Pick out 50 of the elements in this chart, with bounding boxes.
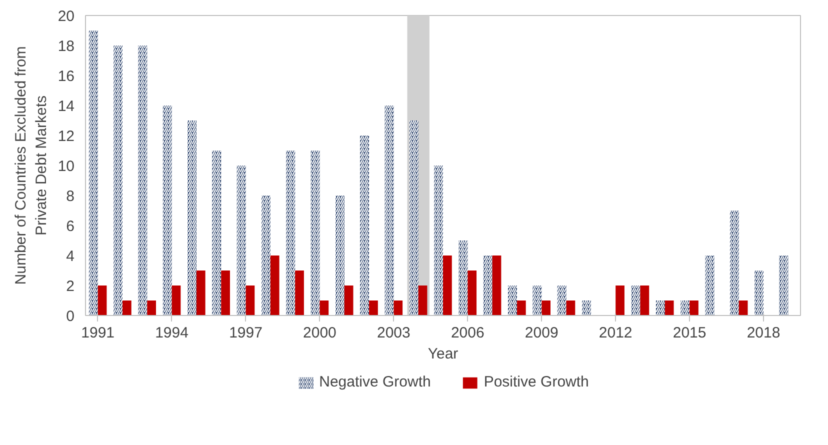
legend-label: Negative Growth xyxy=(319,374,431,390)
bar xyxy=(320,300,329,316)
y-tick-label: 12 xyxy=(58,128,75,145)
bar xyxy=(664,300,674,316)
y-tick-label: 18 xyxy=(58,38,75,55)
bar xyxy=(542,300,550,316)
x-tick-label: 2006 xyxy=(450,324,484,342)
y-axis-title: Number of Countries Excluded from Private Debt Markets xyxy=(12,46,50,285)
bar xyxy=(394,300,403,316)
y-tick-label: 16 xyxy=(58,68,75,85)
bar xyxy=(616,286,624,316)
bar xyxy=(270,256,280,316)
bar xyxy=(369,300,378,316)
x-tick-label: 2012 xyxy=(598,324,632,342)
y-tick-label: 6 xyxy=(66,218,74,235)
bar xyxy=(418,286,428,316)
y-tick-label: 10 xyxy=(58,158,75,175)
x-axis-title: Year xyxy=(428,346,458,362)
bar xyxy=(98,286,107,316)
legend-label: Positive Growth xyxy=(484,374,589,390)
bar xyxy=(221,270,230,316)
bar xyxy=(516,300,526,316)
y-tick-label: 4 xyxy=(66,248,74,265)
bar xyxy=(690,300,698,316)
y-tick-label: 2 xyxy=(66,278,74,295)
bar xyxy=(172,286,181,316)
x-tick-label: 2003 xyxy=(377,324,410,342)
bar xyxy=(468,270,477,316)
bar xyxy=(640,286,650,316)
bar xyxy=(566,300,576,316)
x-tick-label: 2015 xyxy=(672,324,706,342)
bar xyxy=(246,286,255,316)
x-tick-label: 2018 xyxy=(746,324,780,342)
bar xyxy=(443,256,452,316)
x-tick-label: 1994 xyxy=(155,324,188,342)
x-tick-label: 2000 xyxy=(303,324,336,342)
x-tick-label: 2009 xyxy=(524,324,558,342)
y-tick-label: 20 xyxy=(58,8,75,25)
bar xyxy=(295,270,304,316)
bar xyxy=(738,300,748,316)
bar xyxy=(492,256,502,316)
x-tick-label: 1997 xyxy=(229,324,262,342)
y-tick-label: 0 xyxy=(66,308,74,325)
bar xyxy=(196,270,206,316)
x-tick-label: 1991 xyxy=(81,324,115,342)
y-tick-label: 8 xyxy=(66,188,74,205)
bar xyxy=(147,300,156,316)
y-tick-label: 14 xyxy=(58,98,75,115)
bar xyxy=(344,286,354,316)
bar xyxy=(122,300,132,316)
